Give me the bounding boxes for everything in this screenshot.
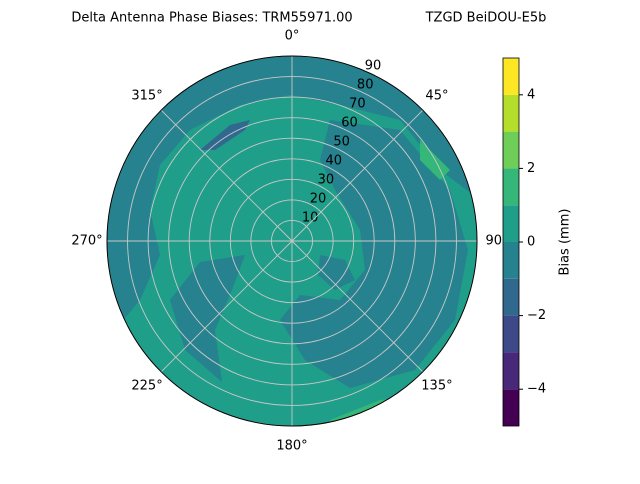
colorbar-band (503, 352, 519, 390)
r-tick-label: 50 (333, 135, 350, 150)
theta-tick-label: 225° (131, 378, 162, 393)
colorbar-band (503, 278, 519, 316)
r-tick-label: 70 (349, 97, 366, 112)
colorbar-band (503, 168, 519, 206)
chart-subtitle: TZGD BeiDOU-E5b (425, 11, 547, 26)
colorbar-band (503, 389, 519, 426)
colorbar-tick-label: −4 (527, 382, 546, 397)
contour-region (318, 255, 355, 290)
r-tick-label: 20 (310, 192, 327, 207)
theta-tick-label: 135° (421, 378, 452, 393)
theta-tick-label: 45° (425, 89, 448, 104)
colorbar-band (503, 315, 519, 353)
polar-frame (106, 55, 478, 427)
colorbar-band (503, 94, 519, 132)
colorbar-tick-label: 2 (527, 161, 535, 176)
grid-spoke (291, 109, 424, 242)
r-tick-label: 40 (325, 154, 342, 169)
colorbar-band (503, 58, 519, 95)
contour-region (170, 255, 245, 382)
chart-title: Delta Antenna Phase Biases: TRM55971.00 (71, 11, 352, 26)
colorbar-label: Bias (mm) (558, 209, 573, 276)
contour-region (200, 120, 250, 150)
colorbar-tick-label: 0 (527, 235, 535, 250)
theta-tick-label: 315° (131, 89, 162, 104)
grid-spoke (291, 240, 424, 373)
r-tick-label: 90 (365, 59, 382, 74)
colorbar-band (503, 205, 519, 242)
colorbar-tick-label: −2 (527, 308, 546, 323)
r-tick-label: 60 (341, 116, 358, 131)
theta-tick-label: 180° (276, 439, 307, 454)
colorbar-tick-label: 4 (527, 87, 535, 102)
grid-spoke (160, 109, 293, 242)
r-tick-label: 10 (302, 211, 319, 226)
r-tick-label: 30 (318, 173, 335, 188)
contour-region (107, 56, 477, 330)
colorbar-band (503, 242, 519, 279)
grid-spoke (160, 240, 293, 373)
contour-region (280, 120, 468, 388)
theta-tick-label: 0° (285, 29, 300, 44)
theta-tick-label: 270° (71, 234, 102, 249)
r-tick-label: 80 (357, 78, 374, 93)
colorbar-band (503, 131, 519, 169)
